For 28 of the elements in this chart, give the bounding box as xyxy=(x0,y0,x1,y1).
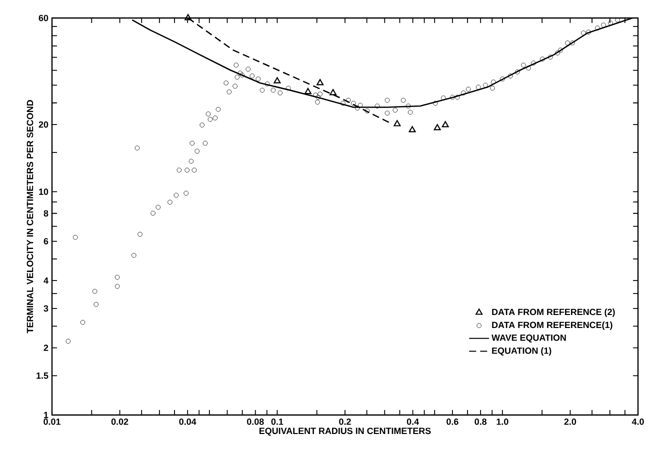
x-tick-label: 0.02 xyxy=(111,418,128,425)
legend-label: EQUATION (1) xyxy=(492,347,552,356)
y-tick-label: 1.5 xyxy=(36,372,48,379)
y-tick-label: 2 xyxy=(44,344,48,351)
x-tick-label: 0.4 xyxy=(406,418,419,425)
y-tick-label: 3 xyxy=(44,305,48,312)
x-tick-label: 0.2 xyxy=(339,418,351,425)
y-tick-label: 8 xyxy=(44,210,48,217)
y-tick-label: 4 xyxy=(44,277,48,284)
x-tick-label: 0.1 xyxy=(271,418,284,425)
x-axis-title: EQUIVALENT RADIUS IN CENTIMETERS xyxy=(259,428,431,436)
x-tick-label: 0.01 xyxy=(44,418,60,425)
x-tick-label: 0.6 xyxy=(446,418,458,425)
y-axis-title: TERMINAL VELOCITY IN CENTIMETERS PER SECOND xyxy=(26,100,34,334)
x-tick-label: 2.0 xyxy=(564,418,576,425)
y-tick-label: 6 xyxy=(44,238,48,244)
y-tick-label: 60 xyxy=(38,14,48,22)
y-tick-label: 20 xyxy=(38,121,48,128)
x-tick-label: 0.04 xyxy=(179,418,196,425)
y-tick-label: 10 xyxy=(39,188,48,195)
x-tick-label: 0.8 xyxy=(474,418,487,425)
legend-label: WAVE EQUATION xyxy=(492,334,566,343)
x-tick-label: 1.0 xyxy=(496,418,508,425)
legend-label: DATA FROM REFERENCE(1) xyxy=(492,322,612,330)
y-tick-label: 1 xyxy=(44,412,48,418)
legend-label: DATA FROM REFERENCE (2) xyxy=(492,308,615,317)
x-tick-label: 0.08 xyxy=(247,418,264,425)
x-tick-label: 4.0 xyxy=(632,418,644,425)
